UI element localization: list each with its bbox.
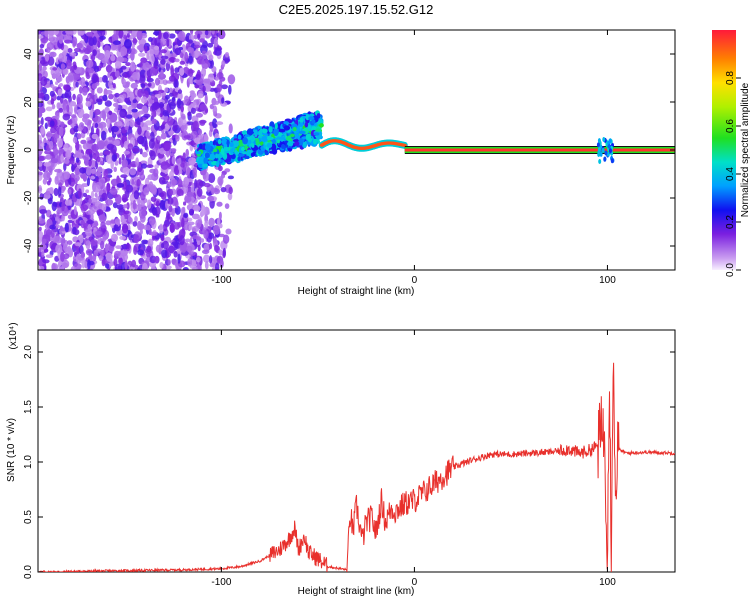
colorbar-tick-label: 0.4 (725, 167, 736, 181)
snr-panel: -100 0 100 0.0 0.5 1.0 1.5 2.0 Height of straig… (6, 322, 676, 597)
snr-y-label: SNR (10 * v/v) (6, 418, 17, 482)
spectrogram-y-tick-label: -20 (23, 190, 34, 205)
spectrogram-x-tick-label: 100 (599, 275, 616, 286)
snr-y-multiplier: (x10⁴) (8, 322, 19, 349)
snr-x-tick-label: 100 (599, 577, 616, 588)
spectrogram-panel: -100 0 100 -40 -20 0 20 40 Height of straight l… (6, 29, 676, 297)
chart-title: C2E5.2025.197.15.52.G12 (279, 2, 434, 17)
snr-y-tick-label: 2.0 (23, 345, 34, 359)
spectrogram-y-tick-label: 40 (23, 48, 34, 60)
snr-ticks: -100 0 100 0.0 0.5 1.0 1.5 2.0 (23, 330, 675, 588)
snr-y-tick-label: 1.0 (23, 455, 34, 469)
colorbar-ticks: 0.0 0.2 0.4 0.6 0.8 (725, 71, 741, 277)
snr-y-tick-label: 1.5 (23, 400, 34, 414)
snr-series-group (38, 362, 675, 572)
spectrogram-y-tick-label: 20 (23, 96, 34, 108)
spectrogram-heatmap (38, 30, 675, 270)
spectrogram-y-tick-label: 0 (23, 147, 34, 153)
spectrogram-y-label: Frequency (Hz) (6, 116, 17, 185)
spectrogram-x-tick-label: 0 (412, 275, 418, 286)
snr-y-tick-label: 0.0 (23, 565, 34, 579)
snr-x-tick-label: 0 (412, 577, 418, 588)
colorbar-gradient (712, 30, 736, 270)
snr-x-label: Height of straight line (km) (298, 586, 415, 597)
colorbar: 0.0 0.2 0.4 0.6 0.8 Normalized spectral ampl… (712, 30, 750, 277)
snr-series-line (38, 362, 675, 572)
snr-x-tick-label: -100 (211, 577, 231, 588)
colorbar-tick-label: 0.0 (725, 263, 736, 277)
colorbar-tick-label: 0.2 (725, 215, 736, 229)
colorbar-tick-label: 0.6 (725, 119, 736, 133)
spectrogram-ticks: -100 0 100 -40 -20 0 20 40 (23, 30, 675, 286)
spectrogram-x-tick-label: -100 (211, 275, 231, 286)
snr-y-tick-label: 0.5 (23, 510, 34, 524)
colorbar-tick-label: 0.8 (725, 71, 736, 85)
spectrogram-y-tick-label: -40 (23, 238, 34, 253)
spectrogram-x-label: Height of straight line (km) (298, 286, 415, 297)
colorbar-label: Normalized spectral amplitude (740, 82, 750, 217)
